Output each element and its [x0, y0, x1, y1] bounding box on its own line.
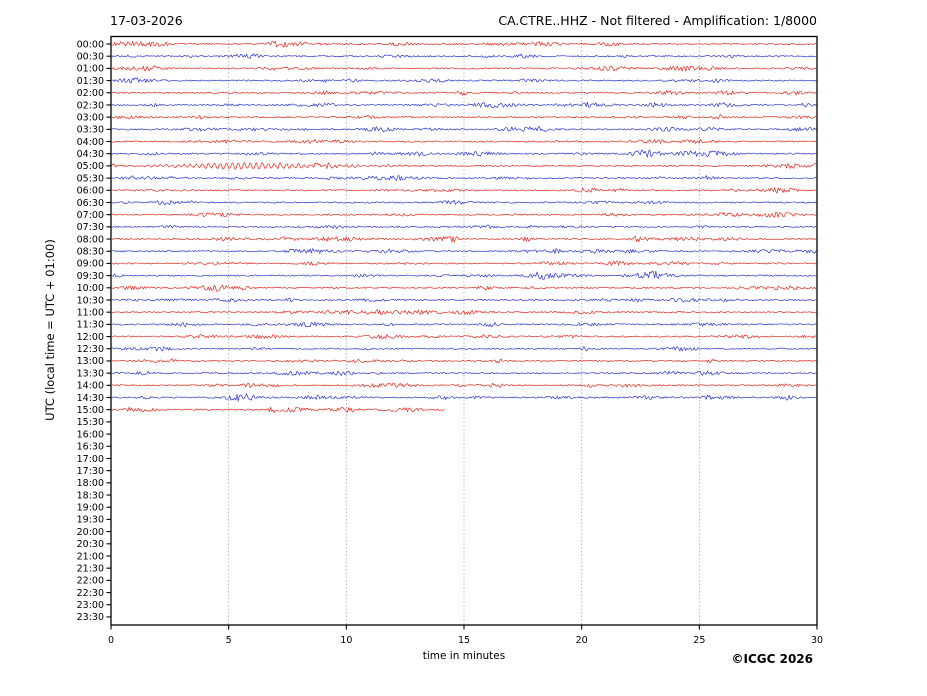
y-tick-label: 03:30	[77, 125, 104, 136]
y-tick-label: 01:00	[77, 64, 104, 75]
y-tick-label: 20:30	[77, 539, 104, 550]
trace-0700	[110, 211, 817, 218]
y-tick-label: 14:30	[77, 393, 104, 404]
trace-1200	[110, 334, 817, 340]
y-tick-label: 06:00	[77, 186, 104, 197]
y-tick-label: 05:30	[77, 173, 104, 184]
y-tick-label: 00:00	[77, 39, 104, 50]
y-tick-label: 12:30	[77, 344, 104, 355]
seismic-traces	[110, 40, 817, 414]
x-tick-label: 0	[108, 635, 114, 646]
y-tick-label: 09:30	[77, 271, 104, 282]
y-tick-label: 02:30	[77, 100, 104, 111]
y-tick-label: 14:00	[77, 381, 104, 392]
y-tick-label: 16:00	[77, 429, 104, 440]
y-tick-label: 17:30	[77, 466, 104, 477]
y-tick-label: 22:00	[77, 576, 104, 587]
y-tick-label: 13:00	[77, 356, 104, 367]
x-axis-label: time in minutes	[423, 650, 505, 662]
trace-0800	[110, 235, 817, 243]
trace-0330	[110, 126, 817, 133]
y-tick-label: 21:00	[77, 551, 104, 562]
y-tick-label: 03:00	[77, 112, 104, 123]
trace-1330	[110, 370, 817, 376]
trace-1300	[110, 358, 817, 364]
plot-frame	[110, 35, 818, 626]
y-tick-label: 19:00	[77, 503, 104, 514]
trace-1400	[110, 382, 817, 388]
y-tick-label: 08:00	[77, 234, 104, 245]
y-tick-label: 10:00	[77, 283, 104, 294]
trace-0400	[110, 139, 817, 144]
trace-0000	[110, 40, 817, 48]
y-tick-label: 04:00	[77, 137, 104, 148]
y-tick-label: 19:30	[77, 515, 104, 526]
date-title: 17-03-2026	[110, 13, 183, 28]
copyright-footer: ©ICGC 2026	[731, 652, 813, 666]
trace-1500	[110, 406, 445, 414]
y-tick-label: 00:30	[77, 51, 104, 62]
trace-0300	[110, 114, 817, 120]
y-tick-label: 06:30	[77, 198, 104, 209]
y-tick-label: 05:00	[77, 161, 104, 172]
y-tick-label: 16:30	[77, 442, 104, 453]
x-tick-label: 15	[458, 635, 470, 646]
y-tick-label: 23:30	[77, 612, 104, 623]
y-tick-label: 23:00	[77, 600, 104, 611]
y-tick-label: 08:30	[77, 247, 104, 258]
gridlines	[228, 36, 700, 625]
trace-1030	[110, 297, 817, 303]
trace-0630	[110, 199, 817, 206]
y-tick-label: 02:00	[77, 88, 104, 99]
y-tick-label: 01:30	[77, 76, 104, 87]
trace-1000	[110, 284, 817, 292]
trace-0900	[110, 260, 817, 266]
trace-0530	[110, 175, 817, 181]
y-tick-label: 20:00	[77, 527, 104, 538]
trace-0830	[110, 248, 817, 254]
trace-0100	[110, 65, 817, 72]
y-tick-label: 07:00	[77, 210, 104, 221]
y-tick-label: 12:00	[77, 332, 104, 343]
trace-1230	[110, 346, 817, 352]
trace-0030	[110, 53, 817, 59]
y-tick-label: 15:30	[77, 417, 104, 428]
x-tick-label: 20	[576, 635, 588, 646]
x-tick-label: 25	[693, 635, 705, 646]
y-tick-label: 10:30	[77, 295, 104, 306]
y-tick-label: 18:00	[77, 478, 104, 489]
y-tick-label: 11:00	[77, 307, 104, 318]
trace-0430	[110, 149, 817, 158]
trace-1100	[110, 309, 817, 316]
y-tick-label: 18:30	[77, 490, 104, 501]
y-tick-label: 13:30	[77, 368, 104, 379]
trace-0600	[110, 187, 817, 194]
x-tick-label: 30	[811, 635, 823, 646]
trace-0130	[110, 77, 817, 84]
trace-0500	[110, 162, 817, 170]
trace-1130	[110, 321, 817, 328]
y-tick-label: 07:30	[77, 222, 104, 233]
y-tick-label: 17:00	[77, 454, 104, 465]
trace-0730	[110, 224, 817, 229]
x-tick-label: 5	[226, 635, 232, 646]
y-tick-label: 15:00	[77, 405, 104, 416]
y-tick-label: 04:30	[77, 149, 104, 160]
trace-0930	[110, 270, 817, 280]
channel-title: CA.CTRE..HHZ - Not filtered - Amplificat…	[498, 13, 817, 28]
trace-0200	[110, 90, 817, 96]
y-tick-label: 21:30	[77, 563, 104, 574]
y-tick-label: 09:00	[77, 259, 104, 270]
trace-1430	[110, 393, 817, 402]
y-tick-label: 11:30	[77, 320, 104, 331]
y-tick-label: 22:30	[77, 588, 104, 599]
trace-0230	[110, 101, 817, 108]
y-axis-label: UTC (local time = UTC + 01:00)	[43, 239, 57, 421]
x-tick-label: 10	[340, 635, 352, 646]
